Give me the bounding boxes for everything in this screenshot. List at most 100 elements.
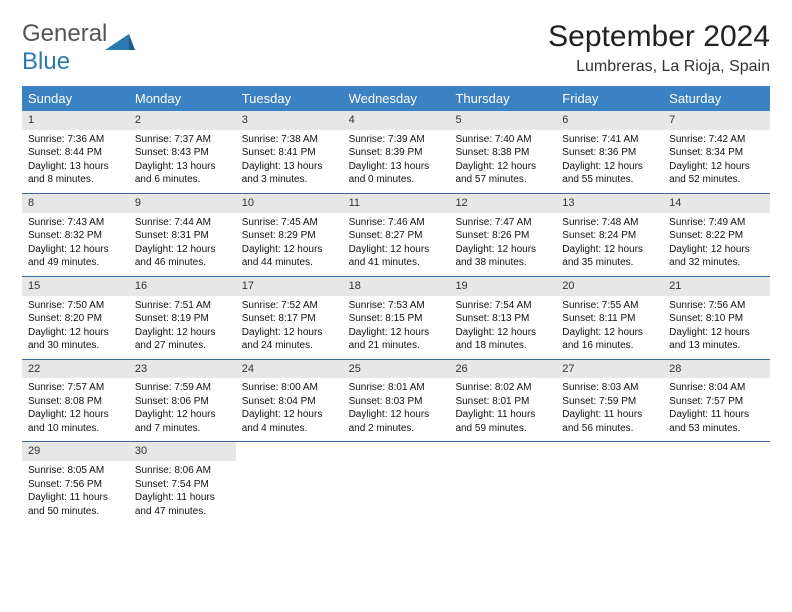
- sunset-text: Sunset: 8:19 PM: [135, 312, 230, 326]
- daylight-text: Daylight: 12 hours and 24 minutes.: [242, 326, 337, 353]
- daylight-text: Daylight: 12 hours and 13 minutes.: [669, 326, 764, 353]
- sunrise-text: Sunrise: 8:00 AM: [242, 381, 337, 395]
- sunrise-text: Sunrise: 8:03 AM: [562, 381, 657, 395]
- calendar-cell: 14Sunrise: 7:49 AMSunset: 8:22 PMDayligh…: [663, 194, 770, 276]
- day-body: Sunrise: 7:41 AMSunset: 8:36 PMDaylight:…: [556, 130, 663, 193]
- sunrise-text: Sunrise: 7:50 AM: [28, 299, 123, 313]
- sunset-text: Sunset: 8:13 PM: [455, 312, 550, 326]
- day-number: 29: [22, 442, 129, 461]
- day-number: 4: [343, 111, 450, 130]
- sunrise-text: Sunrise: 7:51 AM: [135, 299, 230, 313]
- calendar-cell: 28Sunrise: 8:04 AMSunset: 7:57 PMDayligh…: [663, 360, 770, 442]
- calendar-cell: 30Sunrise: 8:06 AMSunset: 7:54 PMDayligh…: [129, 442, 236, 524]
- sunrise-text: Sunrise: 7:53 AM: [349, 299, 444, 313]
- sunset-text: Sunset: 8:20 PM: [28, 312, 123, 326]
- day-body: Sunrise: 7:37 AMSunset: 8:43 PMDaylight:…: [129, 130, 236, 193]
- sunrise-text: Sunrise: 7:52 AM: [242, 299, 337, 313]
- calendar-cell: [449, 442, 556, 524]
- day-number: 12: [449, 194, 556, 213]
- daylight-text: Daylight: 12 hours and 16 minutes.: [562, 326, 657, 353]
- calendar-row: 1Sunrise: 7:36 AMSunset: 8:44 PMDaylight…: [22, 111, 770, 194]
- daylight-text: Daylight: 12 hours and 35 minutes.: [562, 243, 657, 270]
- daylight-text: Daylight: 13 hours and 6 minutes.: [135, 160, 230, 187]
- calendar: SundayMondayTuesdayWednesdayThursdayFrid…: [22, 86, 770, 524]
- day-number: 20: [556, 277, 663, 296]
- calendar-cell: 16Sunrise: 7:51 AMSunset: 8:19 PMDayligh…: [129, 277, 236, 359]
- day-body: Sunrise: 8:01 AMSunset: 8:03 PMDaylight:…: [343, 378, 450, 441]
- sunrise-text: Sunrise: 7:59 AM: [135, 381, 230, 395]
- calendar-cell: 26Sunrise: 8:02 AMSunset: 8:01 PMDayligh…: [449, 360, 556, 442]
- day-body: Sunrise: 7:51 AMSunset: 8:19 PMDaylight:…: [129, 296, 236, 359]
- day-number: 25: [343, 360, 450, 379]
- sunset-text: Sunset: 8:32 PM: [28, 229, 123, 243]
- daylight-text: Daylight: 13 hours and 3 minutes.: [242, 160, 337, 187]
- day-number: 26: [449, 360, 556, 379]
- sunset-text: Sunset: 8:10 PM: [669, 312, 764, 326]
- day-number: 8: [22, 194, 129, 213]
- day-body: Sunrise: 7:40 AMSunset: 8:38 PMDaylight:…: [449, 130, 556, 193]
- location-label: Lumbreras, La Rioja, Spain: [548, 58, 770, 76]
- daylight-text: Daylight: 12 hours and 32 minutes.: [669, 243, 764, 270]
- sunrise-text: Sunrise: 8:04 AM: [669, 381, 764, 395]
- daylight-text: Daylight: 11 hours and 56 minutes.: [562, 408, 657, 435]
- daylight-text: Daylight: 12 hours and 4 minutes.: [242, 408, 337, 435]
- day-number: 23: [129, 360, 236, 379]
- calendar-cell: 18Sunrise: 7:53 AMSunset: 8:15 PMDayligh…: [343, 277, 450, 359]
- daylight-text: Daylight: 12 hours and 41 minutes.: [349, 243, 444, 270]
- calendar-cell: 15Sunrise: 7:50 AMSunset: 8:20 PMDayligh…: [22, 277, 129, 359]
- sunrise-text: Sunrise: 8:05 AM: [28, 464, 123, 478]
- daylight-text: Daylight: 12 hours and 44 minutes.: [242, 243, 337, 270]
- day-body: Sunrise: 7:50 AMSunset: 8:20 PMDaylight:…: [22, 296, 129, 359]
- day-number: 3: [236, 111, 343, 130]
- calendar-row: 22Sunrise: 7:57 AMSunset: 8:08 PMDayligh…: [22, 360, 770, 443]
- daylight-text: Daylight: 12 hours and 46 minutes.: [135, 243, 230, 270]
- weekday-header: SundayMondayTuesdayWednesdayThursdayFrid…: [22, 86, 770, 111]
- day-body: Sunrise: 7:57 AMSunset: 8:08 PMDaylight:…: [22, 378, 129, 441]
- sunrise-text: Sunrise: 7:43 AM: [28, 216, 123, 230]
- calendar-cell: 19Sunrise: 7:54 AMSunset: 8:13 PMDayligh…: [449, 277, 556, 359]
- calendar-cell: 29Sunrise: 8:05 AMSunset: 7:56 PMDayligh…: [22, 442, 129, 524]
- calendar-cell: [556, 442, 663, 524]
- daylight-text: Daylight: 12 hours and 18 minutes.: [455, 326, 550, 353]
- daylight-text: Daylight: 12 hours and 57 minutes.: [455, 160, 550, 187]
- day-body: Sunrise: 7:48 AMSunset: 8:24 PMDaylight:…: [556, 213, 663, 276]
- sunset-text: Sunset: 7:57 PM: [669, 395, 764, 409]
- sunrise-text: Sunrise: 7:48 AM: [562, 216, 657, 230]
- calendar-cell: 13Sunrise: 7:48 AMSunset: 8:24 PMDayligh…: [556, 194, 663, 276]
- sunset-text: Sunset: 8:04 PM: [242, 395, 337, 409]
- title-block: September 2024 Lumbreras, La Rioja, Spai…: [548, 20, 770, 76]
- brand-logo: General Blue: [22, 20, 135, 76]
- brand-text: General Blue: [22, 20, 107, 76]
- sunrise-text: Sunrise: 7:42 AM: [669, 133, 764, 147]
- daylight-text: Daylight: 12 hours and 7 minutes.: [135, 408, 230, 435]
- day-number: 13: [556, 194, 663, 213]
- sunrise-text: Sunrise: 7:39 AM: [349, 133, 444, 147]
- day-number: 11: [343, 194, 450, 213]
- brand-part1: General: [22, 20, 107, 47]
- day-body: Sunrise: 7:42 AMSunset: 8:34 PMDaylight:…: [663, 130, 770, 193]
- daylight-text: Daylight: 12 hours and 21 minutes.: [349, 326, 444, 353]
- sunrise-text: Sunrise: 7:49 AM: [669, 216, 764, 230]
- calendar-cell: 22Sunrise: 7:57 AMSunset: 8:08 PMDayligh…: [22, 360, 129, 442]
- daylight-text: Daylight: 13 hours and 8 minutes.: [28, 160, 123, 187]
- calendar-cell: 25Sunrise: 8:01 AMSunset: 8:03 PMDayligh…: [343, 360, 450, 442]
- day-number: 9: [129, 194, 236, 213]
- day-body: Sunrise: 7:39 AMSunset: 8:39 PMDaylight:…: [343, 130, 450, 193]
- sunrise-text: Sunrise: 7:57 AM: [28, 381, 123, 395]
- sunrise-text: Sunrise: 8:06 AM: [135, 464, 230, 478]
- day-number: 10: [236, 194, 343, 213]
- sunrise-text: Sunrise: 7:37 AM: [135, 133, 230, 147]
- daylight-text: Daylight: 11 hours and 53 minutes.: [669, 408, 764, 435]
- day-body: Sunrise: 7:36 AMSunset: 8:44 PMDaylight:…: [22, 130, 129, 193]
- sunrise-text: Sunrise: 7:46 AM: [349, 216, 444, 230]
- day-body: Sunrise: 7:45 AMSunset: 8:29 PMDaylight:…: [236, 213, 343, 276]
- sunset-text: Sunset: 8:31 PM: [135, 229, 230, 243]
- day-body: Sunrise: 8:02 AMSunset: 8:01 PMDaylight:…: [449, 378, 556, 441]
- day-body: Sunrise: 7:44 AMSunset: 8:31 PMDaylight:…: [129, 213, 236, 276]
- sunset-text: Sunset: 8:36 PM: [562, 146, 657, 160]
- calendar-cell: 11Sunrise: 7:46 AMSunset: 8:27 PMDayligh…: [343, 194, 450, 276]
- calendar-cell: 12Sunrise: 7:47 AMSunset: 8:26 PMDayligh…: [449, 194, 556, 276]
- calendar-row: 29Sunrise: 8:05 AMSunset: 7:56 PMDayligh…: [22, 442, 770, 524]
- calendar-cell: 5Sunrise: 7:40 AMSunset: 8:38 PMDaylight…: [449, 111, 556, 193]
- day-number: 15: [22, 277, 129, 296]
